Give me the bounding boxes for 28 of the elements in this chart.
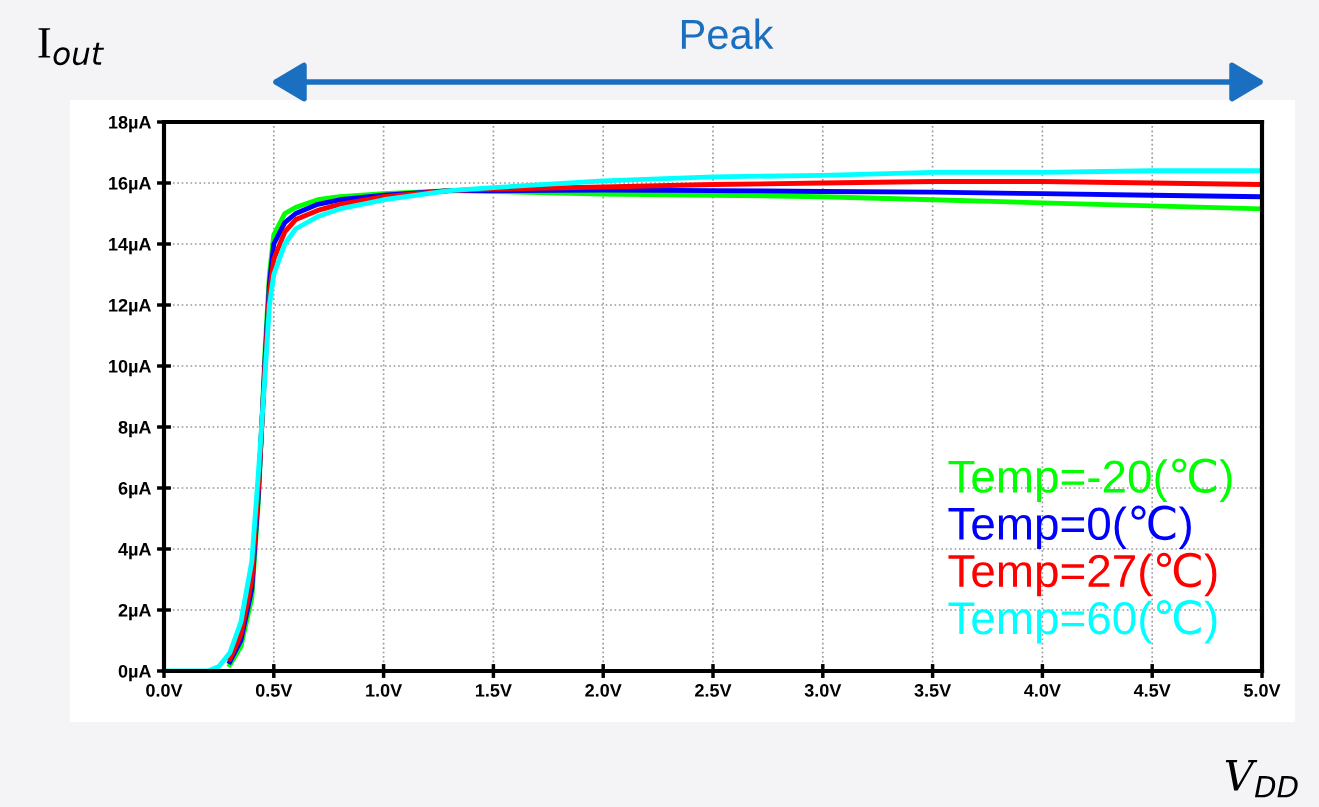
x-tick-label: 2.5V — [695, 683, 732, 697]
y-tick-label: 0µA — [118, 664, 152, 682]
x-axis-title: V$_{DD}$ — [1225, 760, 1298, 798]
y-tick-label: 18µA — [109, 115, 152, 133]
x-tick-label: 2.0V — [585, 683, 622, 697]
y-tick-label: 8µA — [118, 420, 152, 438]
y-tick-label: 2µA — [118, 603, 152, 621]
x-tick-label: 1.0V — [366, 683, 403, 697]
y-axis-title: I$_{out}$ — [38, 28, 105, 66]
text: Temp=-20(℃) — [948, 458, 1232, 502]
x-tick-label: 4.0V — [1024, 683, 1061, 697]
y-tick-label: 14µA — [109, 238, 152, 255]
y-tick-label: 12µA — [109, 298, 152, 316]
text: Peak — [681, 18, 774, 50]
text: Temp=27(℃) — [948, 552, 1217, 597]
text: Temp=0(℃) — [948, 505, 1191, 550]
y-tick-label: 10µA — [109, 359, 152, 377]
text: Temp=60(℃) — [948, 599, 1217, 644]
x-tick-label: 3.0V — [804, 683, 842, 697]
x-tick-label: 5.0V — [1243, 683, 1281, 697]
x-tick-label: 0.5V — [255, 683, 293, 697]
x-tick-label: 1.5V — [475, 684, 512, 697]
y-tick-label: 4µA — [118, 543, 152, 560]
x-tick-label: 0.0V — [146, 683, 183, 697]
y-tick-label: 6µA — [118, 481, 152, 499]
x-tick-label: 4.5V — [1133, 684, 1171, 697]
y-tick-label: 16µA — [109, 176, 152, 194]
x-tick-label: 3.5V — [914, 683, 952, 697]
